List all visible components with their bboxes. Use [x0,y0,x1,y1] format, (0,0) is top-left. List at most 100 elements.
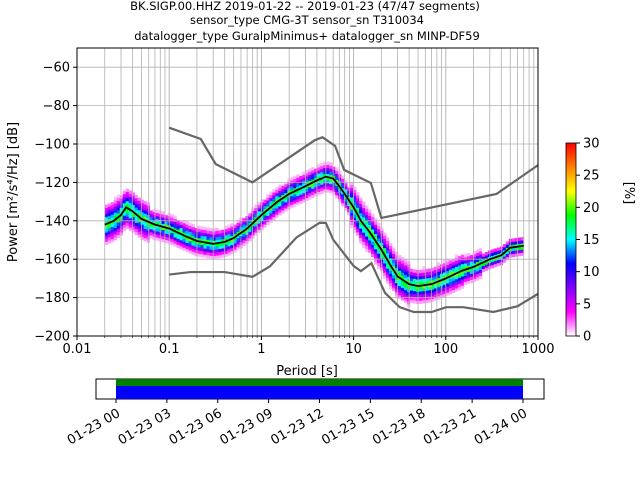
heatmap-cell [227,227,231,231]
heatmap-cell [445,289,450,293]
heatmap-cell [463,278,468,282]
heatmap-cell [281,191,285,196]
heatmap-cell [242,230,246,234]
heatmap-cell [146,202,150,206]
heatmap-cell [311,185,315,189]
heatmap-cell [164,233,168,237]
heatmap-cell [427,286,432,291]
heatmap-cell [257,214,261,218]
heatmap-cell [377,222,381,227]
heatmap-cell [329,168,333,172]
heatmap-cell [433,297,438,301]
timeline-tick-label: 01-24 00 [472,406,530,448]
heatmap-cell [392,281,396,285]
heatmap-cell [386,280,390,284]
heatmap-cell [395,279,399,284]
heatmap-cell [374,218,378,222]
heatmap-cell [323,189,327,193]
heatmap-cell [377,256,381,260]
heatmap-cell [392,265,396,270]
heatmap-cell [353,220,357,224]
heatmap-cell [350,212,354,216]
heatmap-cell [149,232,153,236]
heatmap-cell [466,265,471,269]
heatmap-cell [374,233,378,238]
heatmap-cell [371,244,375,248]
heatmap-cell [227,233,231,238]
heatmap-cell [469,279,474,284]
heatmap-cell [505,253,510,258]
heatmap-cell [407,301,411,305]
heatmap-cell [460,273,465,277]
heatmap-cell [517,249,522,254]
heatmap-cell [314,168,318,172]
heatmap-cell [218,245,222,249]
heatmap-cell [377,265,381,270]
heatmap-cell [469,258,474,262]
heatmap-cell [395,267,399,271]
heatmap-cell [131,229,135,233]
heatmap-cell [251,210,255,214]
heatmap-cell [448,266,453,270]
heatmap-cell [329,165,333,169]
heatmap-cell [305,185,309,189]
heatmap-cell [401,275,405,279]
heatmap-cell [407,294,411,299]
heatmap-cell [520,240,525,244]
heatmap-cell [404,292,408,297]
heatmap-cell [442,263,447,267]
heatmap-cell [224,235,228,239]
heatmap-cell [140,205,144,210]
heatmap-cell [442,278,447,282]
heatmap-cell [260,208,264,212]
heatmap-cell [308,174,312,179]
heatmap-cell [266,200,270,204]
heatmap-cell [514,253,519,257]
heatmap-cell [221,251,225,255]
heatmap-cell [149,213,153,217]
heatmap-cell [412,297,417,301]
heatmap-cell [128,227,132,231]
heatmap-cell [230,241,234,246]
heatmap-cell [395,285,399,290]
heatmap-cell [281,188,285,193]
heatmap-cell [374,258,378,262]
heatmap-cell [445,267,450,272]
heatmap-cell [445,283,450,287]
heatmap-cell [233,224,237,229]
heatmap-cell [284,183,288,188]
heatmap-cell [472,269,477,273]
heatmap-cell [398,255,402,259]
heatmap-cell [392,253,396,257]
heatmap-cell [401,266,405,270]
heatmap-cell [472,254,477,258]
heatmap-cell [377,228,381,233]
heatmap-cell [421,293,426,298]
heatmap-cell [454,260,459,264]
heatmap-cell [272,192,276,196]
heatmap-cell [197,225,201,230]
heatmap-cell [203,248,207,252]
heatmap-cell [454,263,459,267]
heatmap-cell [263,208,267,213]
heatmap-cell [293,187,297,192]
heatmap-cell [383,272,387,276]
heatmap-cell [182,244,186,248]
heatmap-cell [344,182,348,187]
heatmap-cell [194,252,198,257]
heatmap-cell [266,206,270,210]
heatmap-cell [448,287,453,292]
heatmap-cell [290,201,294,206]
heatmap-cell [107,203,112,207]
heatmap-cell [392,272,396,276]
heatmap-cell [362,207,366,212]
heatmap-cell [317,176,321,180]
heatmap-cell [128,190,132,194]
heatmap-cell [317,185,321,190]
heatmap-cell [377,241,381,245]
heatmap-cell [362,220,366,224]
heatmap-cell [254,220,258,224]
heatmap-cell [176,223,180,227]
heatmap-cell [427,290,432,294]
heatmap-cell [484,255,489,259]
